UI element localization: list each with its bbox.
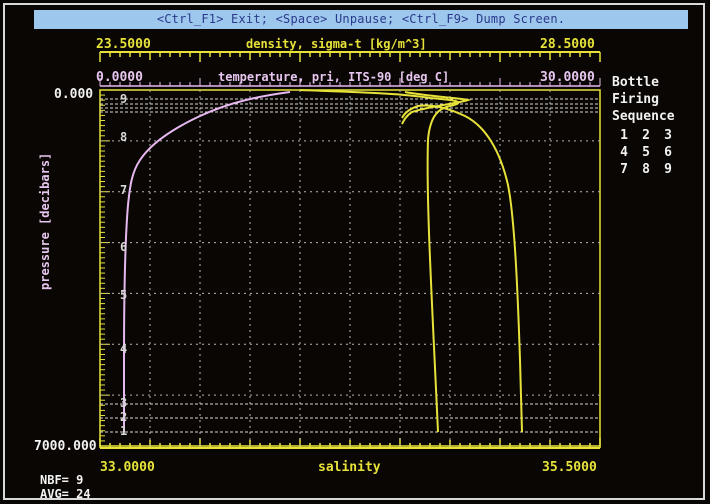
temperature-profile-line <box>123 91 291 432</box>
pressure-bottom-label: 7000.000 <box>34 439 97 454</box>
bottle-marker: 1 <box>120 424 128 438</box>
bottle-seq-number: 3 <box>664 128 672 143</box>
bottle-marker: 3 <box>120 396 128 410</box>
bottle-seq-number: 6 <box>664 145 672 160</box>
density-ticks <box>99 52 601 62</box>
bottle-seq-number: 9 <box>664 162 672 177</box>
bottle-panel-line2: Firing <box>612 92 659 107</box>
temperature-max-label: 30.0000 <box>540 70 595 85</box>
pressure-top-label: 0.000 <box>54 87 94 102</box>
temperature-min-label: 0.0000 <box>96 70 143 85</box>
salinity-min-label: 33.0000 <box>100 460 155 475</box>
density-max-label: 28.5000 <box>540 37 595 52</box>
density-axis-label: density, sigma-t [kg/m^3] <box>246 37 427 51</box>
bottle-marker: 8 <box>120 130 128 144</box>
bottle-marker: 7 <box>120 183 128 197</box>
window-border <box>3 3 705 500</box>
surface-wiggle <box>401 91 472 125</box>
status-bar: <Ctrl_F1> Exit; <Space> Unpause; <Ctrl_F… <box>34 10 688 29</box>
avg-readout: AVG= 24 <box>40 487 91 501</box>
bottle-marker: 9 <box>120 92 128 106</box>
bottle-lines <box>100 98 600 433</box>
bottle-seq-number: 7 <box>620 162 628 177</box>
bottle-marker: 2 <box>120 410 128 424</box>
pressure-ticks <box>100 89 110 447</box>
bottle-seq-number: 4 <box>620 145 628 160</box>
density-min-label: 23.5000 <box>96 37 151 52</box>
bottle-seq-number: 5 <box>642 145 650 160</box>
plot-grid <box>100 90 600 446</box>
bottle-seq-number: 2 <box>642 128 650 143</box>
bottle-panel-line3: Sequence <box>612 109 675 124</box>
temperature-ticks <box>99 78 601 86</box>
bottle-marker: 5 <box>120 288 128 302</box>
temperature-axis-label: temperature, pri, ITS-90 [deg C] <box>218 70 450 84</box>
bottle-seq-number: 1 <box>620 128 628 143</box>
bottle-marker: 6 <box>120 240 128 254</box>
bottle-marker: 4 <box>120 342 128 356</box>
salinity-max-label: 35.5000 <box>542 460 597 475</box>
salinity-profile-line <box>401 104 523 433</box>
salinity-axis-label: salinity <box>318 460 381 475</box>
bottle-seq-number: 8 <box>642 162 650 177</box>
plot-frame <box>99 89 601 447</box>
nbf-readout: NBF= 9 <box>40 473 84 487</box>
bottle-panel-line1: Bottle <box>612 75 659 90</box>
